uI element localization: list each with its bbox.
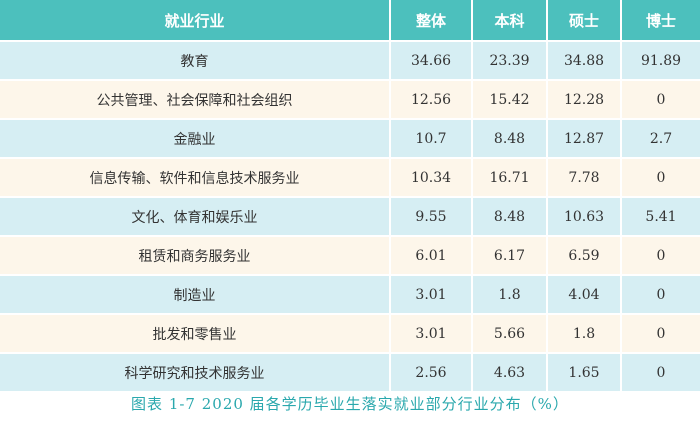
overall-cell: 10.34 — [391, 157, 473, 196]
master-cell: 6.59 — [548, 235, 622, 274]
master-cell: 10.63 — [548, 196, 622, 235]
industry-cell: 文化、体育和娱乐业 — [0, 196, 391, 235]
industry-cell: 公共管理、社会保障和社会组织 — [0, 79, 391, 118]
doctor-cell: 5.41 — [622, 196, 700, 235]
overall-cell: 3.01 — [391, 274, 473, 313]
bachelor-cell: 16.71 — [473, 157, 548, 196]
table-row: 批发和零售业 3.01 5.66 1.8 0 — [0, 313, 700, 352]
table-row: 租赁和商务服务业 6.01 6.17 6.59 0 — [0, 235, 700, 274]
overall-cell: 6.01 — [391, 235, 473, 274]
table-row: 信息传输、软件和信息技术服务业 10.34 16.71 7.78 0 — [0, 157, 700, 196]
overall-cell: 9.55 — [391, 196, 473, 235]
master-cell: 34.88 — [548, 40, 622, 79]
bachelor-cell: 4.63 — [473, 352, 548, 391]
header-industry: 就业行业 — [0, 0, 391, 40]
master-cell: 12.28 — [548, 79, 622, 118]
table-row: 教育 34.66 23.39 34.88 91.89 — [0, 40, 700, 79]
table-caption: 图表 1-7 2020 届各学历毕业生落实就业部分行业分布（%） — [131, 395, 569, 413]
doctor-cell: 0 — [622, 157, 700, 196]
table-header-row: 就业行业 整体 本科 硕士 博士 — [0, 0, 700, 40]
table-row: 科学研究和技术服务业 2.56 4.63 1.65 0 — [0, 352, 700, 391]
employment-industry-table: 就业行业 整体 本科 硕士 博士 教育 34.66 23.39 34.88 91… — [0, 0, 700, 391]
master-cell: 12.87 — [548, 118, 622, 157]
bachelor-cell: 6.17 — [473, 235, 548, 274]
overall-cell: 2.56 — [391, 352, 473, 391]
overall-cell: 3.01 — [391, 313, 473, 352]
overall-cell: 34.66 — [391, 40, 473, 79]
doctor-cell: 0 — [622, 274, 700, 313]
doctor-cell: 2.7 — [622, 118, 700, 157]
bachelor-cell: 23.39 — [473, 40, 548, 79]
header-overall: 整体 — [391, 0, 473, 40]
industry-cell: 金融业 — [0, 118, 391, 157]
industry-cell: 教育 — [0, 40, 391, 79]
table-row: 金融业 10.7 8.48 12.87 2.7 — [0, 118, 700, 157]
employment-table-container: 就业行业 整体 本科 硕士 博士 教育 34.66 23.39 34.88 91… — [0, 0, 700, 391]
doctor-cell: 0 — [622, 313, 700, 352]
table-row: 公共管理、社会保障和社会组织 12.56 15.42 12.28 0 — [0, 79, 700, 118]
header-doctor: 博士 — [622, 0, 700, 40]
table-row: 制造业 3.01 1.8 4.04 0 — [0, 274, 700, 313]
bachelor-cell: 5.66 — [473, 313, 548, 352]
doctor-cell: 91.89 — [622, 40, 700, 79]
doctor-cell: 0 — [622, 352, 700, 391]
bachelor-cell: 8.48 — [473, 118, 548, 157]
bachelor-cell: 1.8 — [473, 274, 548, 313]
master-cell: 1.8 — [548, 313, 622, 352]
doctor-cell: 0 — [622, 235, 700, 274]
industry-cell: 批发和零售业 — [0, 313, 391, 352]
master-cell: 1.65 — [548, 352, 622, 391]
master-cell: 7.78 — [548, 157, 622, 196]
header-master: 硕士 — [548, 0, 622, 40]
bachelor-cell: 8.48 — [473, 196, 548, 235]
master-cell: 4.04 — [548, 274, 622, 313]
industry-cell: 信息传输、软件和信息技术服务业 — [0, 157, 391, 196]
bachelor-cell: 15.42 — [473, 79, 548, 118]
industry-cell: 租赁和商务服务业 — [0, 235, 391, 274]
header-bachelor: 本科 — [473, 0, 548, 40]
doctor-cell: 0 — [622, 79, 700, 118]
overall-cell: 10.7 — [391, 118, 473, 157]
industry-cell: 制造业 — [0, 274, 391, 313]
overall-cell: 12.56 — [391, 79, 473, 118]
table-row: 文化、体育和娱乐业 9.55 8.48 10.63 5.41 — [0, 196, 700, 235]
industry-cell: 科学研究和技术服务业 — [0, 352, 391, 391]
